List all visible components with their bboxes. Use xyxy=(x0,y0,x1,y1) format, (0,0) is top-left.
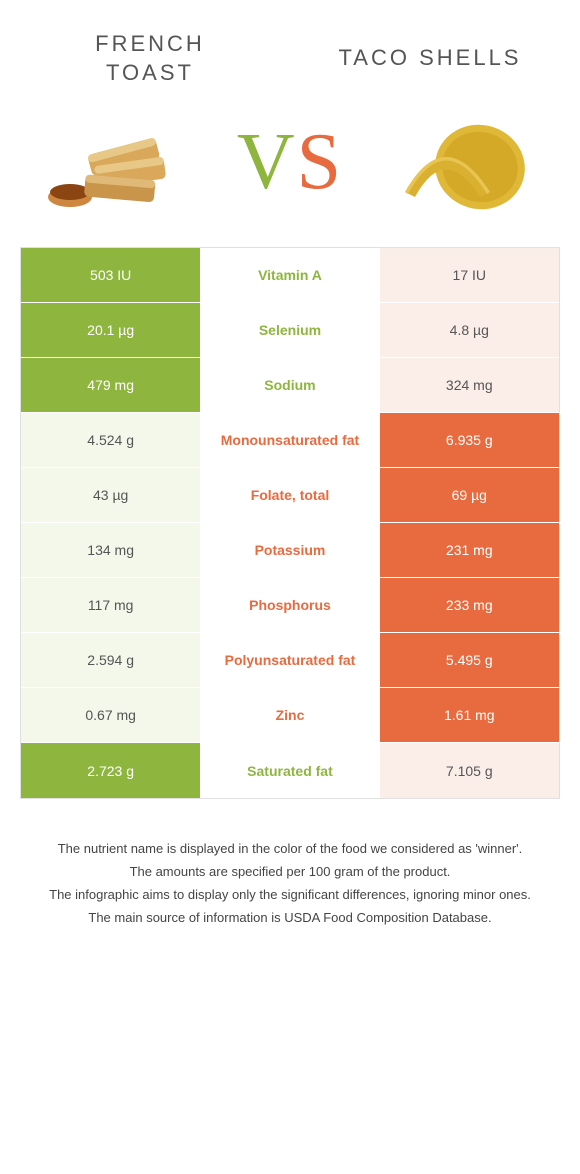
nutrient-value-right: 4.8 µg xyxy=(380,303,559,357)
nutrient-name: Selenium xyxy=(200,303,379,357)
nutrient-value-left: 479 mg xyxy=(21,358,200,412)
table-row: 0.67 mgZinc1.61 mg xyxy=(21,688,559,743)
table-row: 503 IUVitamin A17 IU xyxy=(21,248,559,303)
vs-row: VS xyxy=(0,97,580,237)
nutrient-value-right: 17 IU xyxy=(380,248,559,302)
nutrient-name: Folate, total xyxy=(200,468,379,522)
food-title-right: TACO SHELLS xyxy=(330,44,530,73)
table-row: 479 mgSodium324 mg xyxy=(21,358,559,413)
table-row: 2.594 gPolyunsaturated fat5.495 g xyxy=(21,633,559,688)
food-image-right xyxy=(390,107,540,217)
table-row: 2.723 gSaturated fat7.105 g xyxy=(21,743,559,798)
footer-line: The nutrient name is displayed in the co… xyxy=(30,839,550,860)
table-row: 134 mgPotassium231 mg xyxy=(21,523,559,578)
nutrient-value-left: 20.1 µg xyxy=(21,303,200,357)
nutrient-value-right: 324 mg xyxy=(380,358,559,412)
vs-s: S xyxy=(297,118,344,206)
nutrient-name: Saturated fat xyxy=(200,743,379,798)
header: FRENCH TOAST TACO SHELLS xyxy=(0,0,580,97)
nutrient-name: Potassium xyxy=(200,523,379,577)
nutrient-value-left: 117 mg xyxy=(21,578,200,632)
nutrient-value-right: 1.61 mg xyxy=(380,688,559,742)
nutrient-name: Zinc xyxy=(200,688,379,742)
footer-line: The main source of information is USDA F… xyxy=(30,908,550,929)
nutrient-value-left: 0.67 mg xyxy=(21,688,200,742)
nutrient-value-left: 503 IU xyxy=(21,248,200,302)
nutrient-value-left: 2.594 g xyxy=(21,633,200,687)
food-title-left: FRENCH TOAST xyxy=(50,30,250,87)
nutrient-value-left: 2.723 g xyxy=(21,743,200,798)
nutrient-table: 503 IUVitamin A17 IU20.1 µgSelenium4.8 µ… xyxy=(20,247,560,799)
nutrient-value-left: 4.524 g xyxy=(21,413,200,467)
nutrient-name: Polyunsaturated fat xyxy=(200,633,379,687)
nutrient-name: Phosphorus xyxy=(200,578,379,632)
nutrient-name: Monounsaturated fat xyxy=(200,413,379,467)
table-row: 117 mgPhosphorus233 mg xyxy=(21,578,559,633)
nutrient-value-right: 233 mg xyxy=(380,578,559,632)
nutrient-name: Sodium xyxy=(200,358,379,412)
table-row: 43 µgFolate, total69 µg xyxy=(21,468,559,523)
footer-line: The amounts are specified per 100 gram o… xyxy=(30,862,550,883)
nutrient-name: Vitamin A xyxy=(200,248,379,302)
vs-v: V xyxy=(237,118,297,206)
vs-label: VS xyxy=(237,117,343,208)
footer-notes: The nutrient name is displayed in the co… xyxy=(30,839,550,928)
nutrient-value-left: 134 mg xyxy=(21,523,200,577)
nutrient-value-right: 5.495 g xyxy=(380,633,559,687)
nutrient-value-right: 7.105 g xyxy=(380,743,559,798)
nutrient-value-left: 43 µg xyxy=(21,468,200,522)
food-image-left xyxy=(40,107,190,217)
footer-line: The infographic aims to display only the… xyxy=(30,885,550,906)
nutrient-value-right: 231 mg xyxy=(380,523,559,577)
nutrient-value-right: 69 µg xyxy=(380,468,559,522)
nutrient-value-right: 6.935 g xyxy=(380,413,559,467)
table-row: 20.1 µgSelenium4.8 µg xyxy=(21,303,559,358)
table-row: 4.524 gMonounsaturated fat6.935 g xyxy=(21,413,559,468)
